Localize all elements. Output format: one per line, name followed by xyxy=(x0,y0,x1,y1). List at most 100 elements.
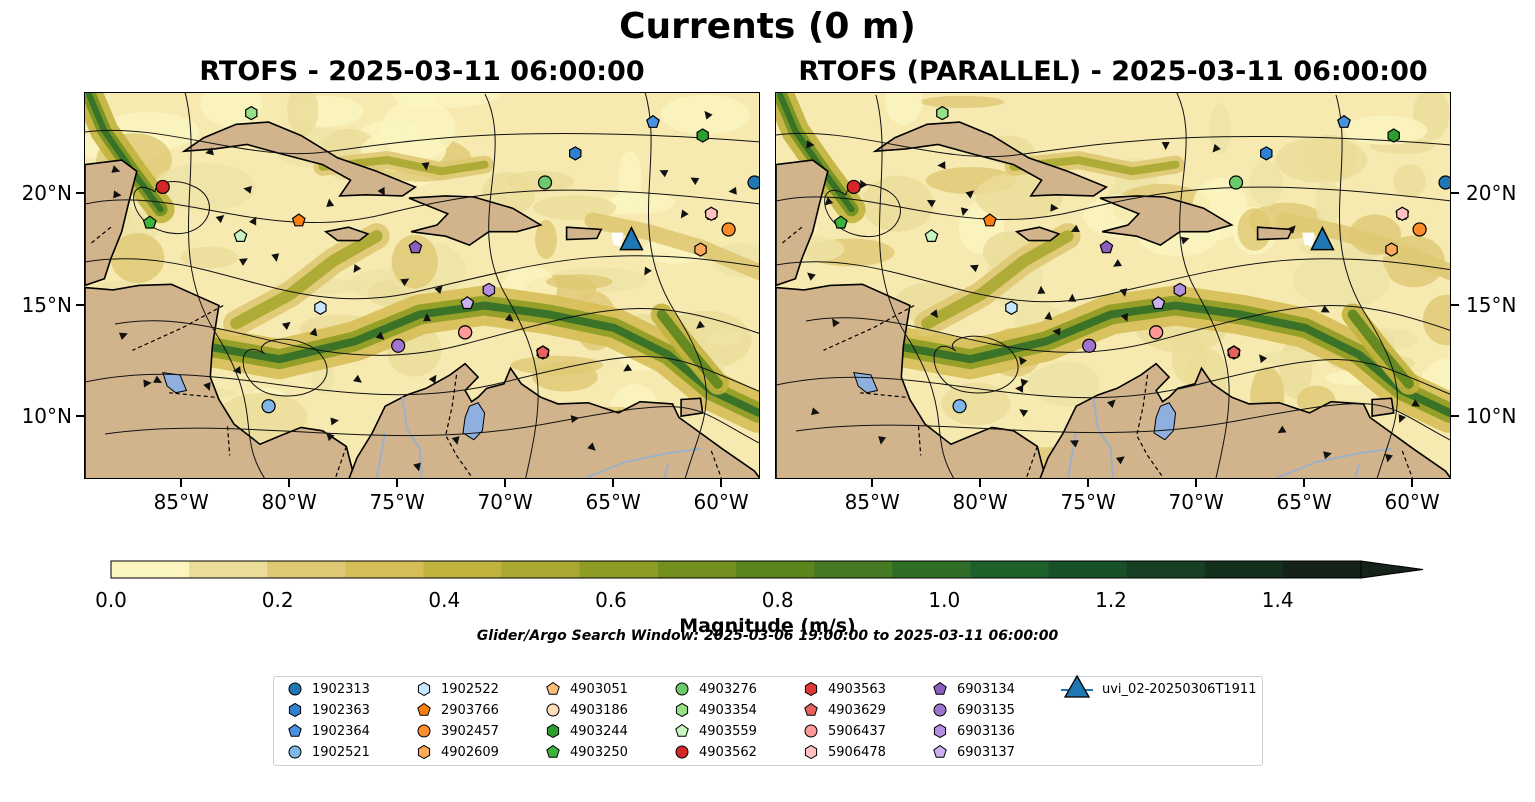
colorbar-tick-label: 1.2 xyxy=(1095,588,1127,612)
legend-label: uvi_02-20250306T1911 xyxy=(1102,681,1257,697)
colorbar-segment xyxy=(970,561,1050,578)
lat-tick-mark xyxy=(76,191,84,194)
legend-label: 6903134 xyxy=(957,681,1015,697)
legend-label: 6903135 xyxy=(957,702,1015,718)
float-marker-6903137 xyxy=(1151,296,1166,310)
colorbar-tick-label: 0.6 xyxy=(595,588,627,612)
colorbar-segment xyxy=(345,561,425,578)
hexagon-marker-icon xyxy=(804,681,818,697)
float-marker-3902457 xyxy=(1412,222,1427,237)
float-marker-6903134 xyxy=(1099,240,1114,254)
lon-tick-label: 65°W xyxy=(585,490,641,514)
legend-label: 1902521 xyxy=(312,744,370,760)
hexagon-marker-icon xyxy=(288,702,302,718)
lat-tick-label: 20°N xyxy=(1466,180,1517,205)
pentagon-marker-icon xyxy=(804,702,818,716)
lon-tick-mark xyxy=(1087,479,1090,487)
legend-label: 4903244 xyxy=(570,723,628,739)
legend-item: 5906478 xyxy=(802,743,886,761)
legend-item: 6903135 xyxy=(931,701,1015,719)
lake-maracaibo xyxy=(462,402,486,441)
triangle-marker-icon xyxy=(1061,674,1093,698)
legend-item: 1902363 xyxy=(286,701,370,719)
rtofs-map-panel xyxy=(84,92,760,479)
float-marker-4903562 xyxy=(846,179,861,195)
float-marker-4903559 xyxy=(924,228,939,242)
lon-tick-mark xyxy=(1303,479,1306,487)
figure-title: Currents (0 m) xyxy=(619,6,916,47)
legend-label: 4903559 xyxy=(699,723,757,739)
colorbar-segment xyxy=(423,561,503,578)
pentagon-marker-icon xyxy=(675,723,689,737)
legend-label: 4903563 xyxy=(828,681,886,697)
legend-item: 6903134 xyxy=(931,680,1015,698)
legend-label: 4903629 xyxy=(828,702,886,718)
legend-item: 5906437 xyxy=(802,722,886,740)
legend-label: 2903766 xyxy=(441,702,499,718)
puerto-rico-land xyxy=(565,226,603,241)
lat-tick-label: 15°N xyxy=(1466,292,1517,317)
float-marker-6903136 xyxy=(1173,282,1187,298)
legend-item: 3902457 xyxy=(415,722,499,740)
float-marker-4902609 xyxy=(694,242,707,257)
hexagon-marker-icon xyxy=(804,744,818,760)
legend-label: 1902364 xyxy=(312,723,370,739)
jamaica-land xyxy=(323,226,370,242)
float-marker-4903250 xyxy=(142,215,157,229)
float-marker-1902363 xyxy=(569,146,582,161)
float-marker-4903276 xyxy=(537,175,553,190)
legend-label: 1902313 xyxy=(312,681,370,697)
legend-item: 4903244 xyxy=(544,722,628,740)
float-marker-6903135 xyxy=(391,338,406,353)
lon-tick-mark xyxy=(180,479,183,487)
pentagon-marker-icon xyxy=(933,681,947,695)
float-marker-6903134 xyxy=(408,240,423,254)
float-marker-4903629 xyxy=(1226,345,1241,359)
south-america-land xyxy=(1039,362,1450,478)
streamlines xyxy=(85,93,759,478)
south-america-land xyxy=(348,362,759,478)
hexagon-marker-icon xyxy=(546,723,560,739)
colorbar-segment xyxy=(1282,561,1362,578)
pentagon-marker-icon xyxy=(933,744,947,758)
legend-item: 6903137 xyxy=(931,743,1015,761)
colorbar-segment xyxy=(814,561,893,578)
legend-label: 4903250 xyxy=(570,744,628,760)
legend-item: 1902522 xyxy=(415,680,499,698)
colorbar-extend-arrow xyxy=(1360,560,1424,579)
float-marker-5906437 xyxy=(1149,325,1164,340)
colorbar-segment xyxy=(501,561,581,578)
float-marker-1902364 xyxy=(646,114,660,128)
colorbar-segment xyxy=(736,561,815,578)
legend: 1902313 1902363 1902364 1902521 1902522 29037… xyxy=(273,674,1263,766)
float-marker-4903354 xyxy=(245,105,258,121)
puerto-rico-land xyxy=(1256,226,1294,241)
lat-tick-mark xyxy=(1451,191,1459,194)
lon-tick-label: 80°W xyxy=(261,490,317,514)
pentagon-marker-icon xyxy=(546,681,560,695)
float-marker-4903244 xyxy=(696,128,709,143)
lon-tick-mark xyxy=(720,479,723,487)
colorbar xyxy=(110,560,1424,579)
float-marker-2903766 xyxy=(291,213,306,227)
cuba-land xyxy=(181,121,418,197)
legend-label: 3902457 xyxy=(441,723,499,739)
lat-tick-label: 20°N xyxy=(21,180,72,205)
lon-tick-label: 65°W xyxy=(1276,490,1332,514)
colorbar-tick-label: 1.0 xyxy=(928,588,961,612)
central-america-land xyxy=(776,283,1047,478)
hexagon-marker-icon xyxy=(417,744,431,760)
lat-tick-mark xyxy=(76,415,84,418)
float-marker-4903559 xyxy=(233,228,248,242)
trinidad-land xyxy=(1371,397,1395,418)
legend-item: 4903250 xyxy=(544,743,628,761)
circle-marker-icon xyxy=(804,724,818,738)
lon-tick-label: 75°W xyxy=(369,490,425,514)
cuba-land xyxy=(872,121,1109,197)
glider-marker xyxy=(619,225,644,251)
float-marker-4903562 xyxy=(155,179,170,195)
left-map-svg xyxy=(85,93,759,478)
legend-item: 4903559 xyxy=(673,722,757,740)
float-marker-4902609 xyxy=(1385,242,1398,257)
lon-tick-label: 85°W xyxy=(153,490,209,514)
